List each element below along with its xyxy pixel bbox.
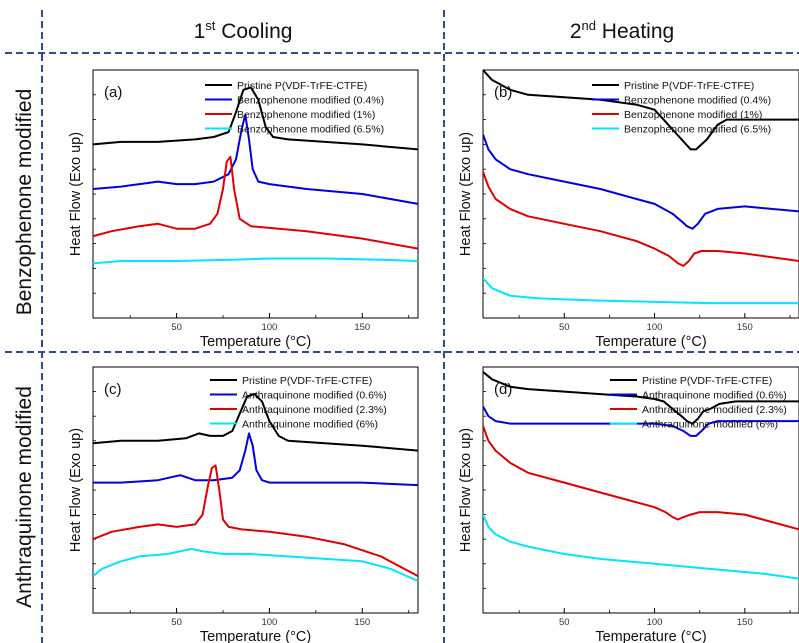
plot-frame-b <box>482 69 799 319</box>
legend-label-c-anthraquinone-modified-0-6: Anthraquinone modified (0.6%) <box>242 390 387 402</box>
x-axis-title-a: Temperature (°C) <box>200 334 311 350</box>
x-tick-label-a-150: 150 <box>354 322 370 333</box>
series-line-c-anthraquinone-modified-0-6 <box>93 432 418 487</box>
series-line-a-benzophenone-modified-1 <box>93 155 418 250</box>
legend-label-a-benzophenone-modified-6-5: Benzophenone modified (6.5%) <box>237 124 384 136</box>
panel-label-a: (a) <box>104 84 122 101</box>
legend-label-a-benzophenone-modified-0-4: Benzophenone modified (0.4%) <box>237 95 384 107</box>
series-line-a-pristine-p-vdf-trfe-ctfe <box>93 86 418 151</box>
chart-panel-b: 50 100 150 Temperature (°C) Heat Flow (Exo u… <box>458 69 799 350</box>
series-line-b-benzophenone-modified-1 <box>483 171 799 267</box>
x-axis-title-c: Temperature (°C) <box>200 629 311 643</box>
y-axis-title-c: Heat Flow (Exo up) <box>68 428 84 552</box>
y-axis-title-b: Heat Flow (Exo up) <box>458 132 474 256</box>
series-line-b-benzophenone-modified-0-4 <box>483 134 799 230</box>
legend-label-b-benzophenone-modified-0-4: Benzophenone modified (0.4%) <box>624 95 771 107</box>
x-tick-label-d-100: 100 <box>647 617 663 628</box>
x-tick-label-d-50: 50 <box>559 617 570 628</box>
series-line-d-anthraquinone-modified-6 <box>483 514 799 580</box>
legend-label-d-anthraquinone-modified-6: Anthraquinone modified (6%) <box>642 419 778 431</box>
chart-panel-a: 50 100 150 Temperature (°C) Heat Flow (Exo u… <box>68 69 419 350</box>
legend-label-d-pristine-p-vdf-trfe-ctfe: Pristine P(VDF-TrFE-CTFE) <box>642 375 772 387</box>
column-title-cooling: 1st Cooling <box>194 18 293 43</box>
legend-label-d-anthraquinone-modified-2-3: Anthraquinone modified (2.3%) <box>642 404 787 416</box>
y-axis-title-a: Heat Flow (Exo up) <box>68 132 84 256</box>
legend-label-b-benzophenone-modified-1: Benzophenone modified (1%) <box>624 109 762 121</box>
x-tick-label-a-100: 100 <box>261 322 277 333</box>
chart-panel-c: 50 100 150 Temperature (°C) Heat Flow (Exo u… <box>68 366 419 643</box>
legend-label-d-anthraquinone-modified-0-6: Anthraquinone modified (0.6%) <box>642 390 787 402</box>
series-line-c-pristine-p-vdf-trfe-ctfe <box>93 393 418 452</box>
chart-panels: 50 100 150 Temperature (°C) Heat Flow (Exo u… <box>68 69 799 643</box>
x-axis-title-b: Temperature (°C) <box>595 334 706 350</box>
x-tick-label-a-50: 50 <box>171 322 182 333</box>
column-title-heating: 2nd Heating <box>570 18 674 43</box>
plot-frame-a <box>92 69 419 319</box>
series-line-a-benzophenone-modified-0-4 <box>93 113 418 205</box>
x-tick-label-b-50: 50 <box>559 322 570 333</box>
series-line-b-benzophenone-modified-6-5 <box>483 277 799 305</box>
x-tick-label-c-150: 150 <box>354 617 370 628</box>
x-tick-label-d-150: 150 <box>737 617 753 628</box>
legend-label-a-pristine-p-vdf-trfe-ctfe: Pristine P(VDF-TrFE-CTFE) <box>237 80 367 92</box>
x-tick-label-c-50: 50 <box>171 617 182 628</box>
legend-label-b-pristine-p-vdf-trfe-ctfe: Pristine P(VDF-TrFE-CTFE) <box>624 80 754 92</box>
chart-panel-d: 50 100 150 Temperature (°C) Heat Flow (Exo u… <box>458 366 799 643</box>
series-line-d-anthraquinone-modified-2-3 <box>483 425 799 531</box>
legend-label-c-anthraquinone-modified-6: Anthraquinone modified (6%) <box>242 419 378 431</box>
series-line-c-anthraquinone-modified-6 <box>93 548 418 582</box>
series-line-a-benzophenone-modified-6-5 <box>93 257 418 265</box>
row-title-anthraquinone: Anthraquinone modified <box>13 386 36 608</box>
row-title-benzophenone: Benzophenone modified <box>13 89 36 316</box>
legend-label-c-pristine-p-vdf-trfe-ctfe: Pristine P(VDF-TrFE-CTFE) <box>242 375 372 387</box>
legend-label-b-benzophenone-modified-6-5: Benzophenone modified (6.5%) <box>624 124 771 136</box>
legend-label-c-anthraquinone-modified-2-3: Anthraquinone modified (2.3%) <box>242 404 387 416</box>
series-line-d-pristine-p-vdf-trfe-ctfe <box>483 371 799 425</box>
series-line-b-pristine-p-vdf-trfe-ctfe <box>483 70 799 151</box>
x-tick-label-c-100: 100 <box>261 617 277 628</box>
panel-label-c: (c) <box>104 381 122 398</box>
grid-dividers <box>5 10 799 643</box>
x-axis-title-d: Temperature (°C) <box>595 629 706 643</box>
series-line-d-anthraquinone-modified-0-6 <box>483 405 799 437</box>
x-tick-label-b-100: 100 <box>647 322 663 333</box>
legend-label-a-benzophenone-modified-1: Benzophenone modified (1%) <box>237 109 375 121</box>
series-line-c-anthraquinone-modified-2-3 <box>93 464 418 577</box>
x-tick-label-b-150: 150 <box>737 322 753 333</box>
y-axis-title-d: Heat Flow (Exo up) <box>458 428 474 552</box>
